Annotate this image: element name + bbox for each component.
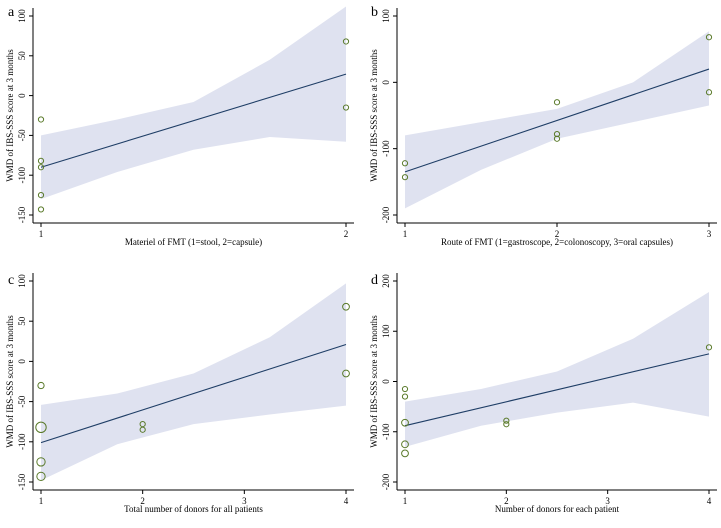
x-tick-label-c-3: 3: [242, 496, 247, 506]
confidence-band-a: [41, 6, 346, 200]
fit-line-d: [404, 353, 710, 427]
y-axis-title-d: WMD of IBS-SSS score at 3 months: [369, 315, 379, 448]
y-tick-label-a-100: 100: [17, 9, 27, 23]
data-point-d-6: [503, 417, 510, 424]
data-point-a-6: [342, 38, 350, 45]
data-point-d-3: [401, 418, 409, 427]
fit-line-a: [40, 73, 347, 168]
data-point-a-2: [37, 157, 45, 164]
data-point-b-4: [553, 130, 561, 138]
panel-a: 1 2 -150 -100 -50 0 50 100 Materiel of FMT (1=st…: [5, 5, 354, 247]
data-point-a-3: [37, 164, 45, 171]
x-axis-title-c: Total number of donors for all patients: [124, 504, 263, 514]
y-tick-label-c-0: 0: [17, 359, 27, 364]
data-point-c-1: [37, 381, 45, 390]
data-point-a-1: [37, 116, 45, 123]
x-tick-label-a-1: 1: [39, 229, 44, 239]
data-point-c-4: [36, 471, 46, 482]
x-tick-label-b-1: 1: [403, 229, 408, 239]
y-tick-label-a-50: 50: [17, 51, 27, 61]
data-point-c-2: [35, 421, 47, 434]
data-point-c-7: [342, 302, 350, 311]
x-axis-title-b: Route of FMT (1=gastroscope, 2=colonosco…: [441, 237, 673, 247]
y-tick-label-c-50: 50: [17, 316, 27, 326]
y-tick-label-d-0: 0: [381, 379, 391, 384]
data-point-a-7: [342, 104, 350, 111]
y-tick-label-a--100: -100: [17, 166, 27, 183]
y-tick-label-a--50: -50: [17, 129, 27, 141]
panel-c: 1 2 3 4 -150 -100 -50 0 50 100 Total number of don…: [5, 273, 354, 514]
data-point-d-1: [401, 385, 409, 393]
x-tick-label-d-2: 2: [504, 496, 509, 506]
y-tick-label-c--50: -50: [17, 395, 27, 407]
y-axis-title-a: WMD of IBS-SSS score at 3 months: [5, 49, 15, 182]
x-tick-label-c-2: 2: [140, 496, 145, 506]
y-tick-label-b--200: -200: [381, 206, 391, 223]
panel-d: 1 2 3 4 -200 -100 0 100 200 Number of donors for …: [369, 273, 717, 514]
panel-label-d: d: [371, 273, 378, 288]
x-tick-label-b-2: 2: [555, 229, 560, 239]
x-tick-label-d-1: 1: [403, 496, 408, 506]
x-tick-label-d-3: 3: [605, 496, 610, 506]
data-point-b-3: [553, 99, 561, 106]
x-tick-label-b-3: 3: [707, 229, 712, 239]
data-point-d-8: [705, 344, 713, 351]
panel-label-c: c: [8, 273, 14, 288]
y-tick-label-d--100: -100: [381, 423, 391, 440]
data-point-b-2: [401, 174, 409, 181]
x-axis-title-a: Materiel of FMT (1=stool, 2=capsule): [125, 237, 262, 247]
x-axis-title-d: Number of donors for each patient: [495, 504, 620, 514]
x-tick-label-a-2: 2: [344, 229, 349, 239]
data-point-c-6: [139, 426, 146, 433]
data-point-b-1: [401, 160, 409, 167]
data-point-c-3: [36, 457, 46, 467]
data-point-d-4: [401, 440, 409, 449]
data-point-a-5: [37, 206, 45, 213]
confidence-band-b: [405, 31, 709, 209]
y-tick-label-d-100: 100: [381, 324, 391, 338]
y-tick-label-b-0: 0: [381, 80, 391, 85]
data-point-a-4: [37, 192, 45, 199]
data-point-d-5: [401, 449, 409, 458]
y-tick-label-c--100: -100: [17, 433, 27, 450]
x-tick-label-c-4: 4: [344, 496, 349, 506]
y-tick-label-c--150: -150: [17, 473, 27, 490]
y-tick-label-c-100: 100: [17, 274, 27, 288]
y-tick-label-d-200: 200: [381, 274, 391, 288]
data-point-d-2: [401, 393, 409, 400]
panel-b: 1 2 3 -200 -100 0 100 Route of FMT (1=gastrosco…: [369, 5, 717, 247]
y-axis-title-b: WMD of IBS-SSS score at 3 months: [369, 49, 379, 182]
confidence-band-c: [41, 283, 346, 481]
fit-line-b: [404, 68, 710, 173]
x-tick-label-c-1: 1: [39, 496, 44, 506]
y-tick-label-b--100: -100: [381, 140, 391, 157]
data-point-c-8: [342, 369, 350, 378]
y-axis-title-c: WMD of IBS-SSS score at 3 months: [5, 315, 15, 448]
x-tick-label-d-4: 4: [707, 496, 712, 506]
data-point-b-6: [705, 34, 713, 41]
fit-line-c: [40, 343, 347, 444]
data-point-b-5: [553, 135, 561, 142]
panel-label-b: b: [371, 5, 378, 20]
data-point-d-7: [503, 421, 510, 428]
y-tick-label-b-100: 100: [381, 9, 391, 23]
panel-label-a: a: [8, 5, 15, 20]
y-tick-label-a--150: -150: [17, 206, 27, 223]
y-tick-label-d--200: -200: [381, 473, 391, 490]
data-point-b-7: [705, 89, 713, 96]
y-tick-label-a-0: 0: [17, 93, 27, 98]
